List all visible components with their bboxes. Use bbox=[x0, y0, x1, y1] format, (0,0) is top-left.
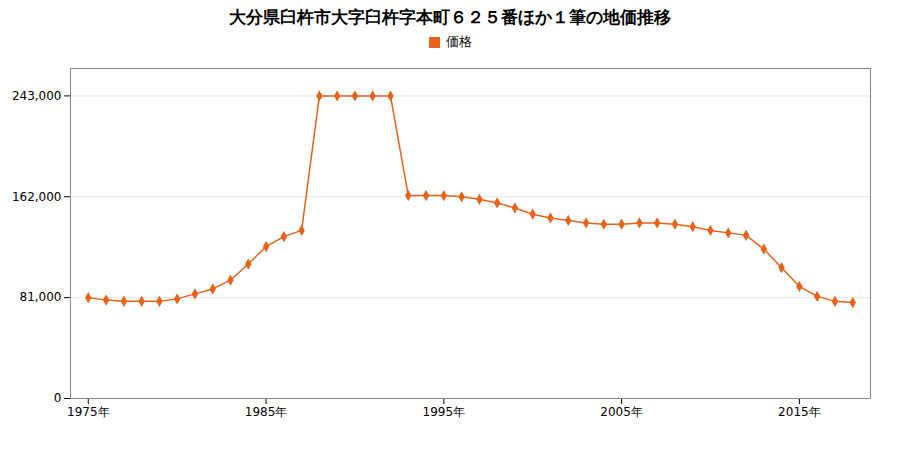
svg-text:1975年: 1975年 bbox=[67, 405, 110, 419]
svg-text:162,000: 162,000 bbox=[12, 190, 62, 204]
svg-text:81,000: 81,000 bbox=[20, 290, 62, 304]
svg-text:0: 0 bbox=[54, 391, 62, 405]
svg-text:1985年: 1985年 bbox=[245, 405, 288, 419]
svg-text:243,000: 243,000 bbox=[12, 89, 62, 103]
svg-text:2005年: 2005年 bbox=[600, 405, 643, 419]
html-text:大分県臼杵市大字臼杵字本町６２５番ほか１筆の地価推移: 大分県臼杵市大字臼杵字本町６２５番ほか１筆の地価推移 bbox=[229, 7, 671, 27]
svg-text:2015年: 2015年 bbox=[778, 405, 821, 419]
svg-text:1995年: 1995年 bbox=[423, 405, 466, 419]
html-text:価格: 価格 bbox=[445, 34, 472, 49]
